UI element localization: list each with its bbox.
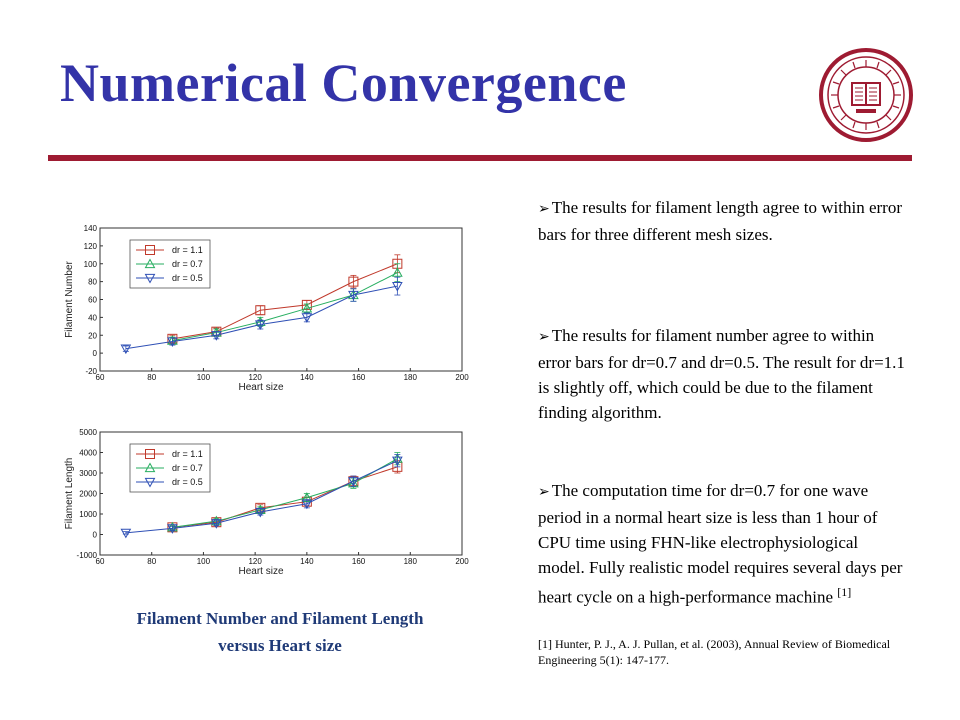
y-tick-label: 20 [88, 331, 97, 340]
y-tick-label: 3000 [79, 469, 97, 478]
legend-marker [144, 258, 156, 269]
y-tick-label: 4000 [79, 449, 97, 458]
x-tick-label: 160 [352, 373, 366, 382]
x-axis-label: Heart size [238, 382, 283, 393]
caption-line-2: versus Heart size [218, 636, 342, 655]
data-point [167, 521, 178, 532]
x-tick-label: 160 [352, 557, 366, 566]
slide-title: Numerical Convergence [60, 53, 627, 113]
title-divider [48, 155, 912, 161]
y-tick-label: 0 [93, 531, 98, 540]
x-tick-label: 120 [248, 557, 262, 566]
arrow-bullet-icon: ➢ [538, 485, 550, 500]
x-tick-label: 60 [96, 557, 105, 566]
x-tick-label: 100 [197, 557, 211, 566]
legend-marker [145, 245, 155, 255]
data-point [254, 507, 266, 518]
y-tick-label: 40 [88, 313, 97, 322]
data-point [254, 320, 266, 331]
legend-label: dr = 0.5 [172, 273, 203, 283]
arrow-bullet-icon: ➢ [538, 330, 550, 345]
arrow-bullet-icon: ➢ [538, 202, 550, 217]
data-point [255, 305, 266, 316]
legend-label: dr = 0.7 [172, 463, 203, 473]
bullet-text: The results for filament number agree to… [538, 326, 905, 422]
indiana-university-seal-icon [819, 48, 913, 142]
legend-label: dr = 1.1 [172, 449, 203, 459]
legend-label: dr = 0.7 [172, 259, 203, 269]
x-tick-label: 80 [147, 373, 156, 382]
data-point [348, 477, 359, 487]
reference-citation: [1] Hunter, P. J., A. J. Pullan, et al. … [538, 637, 891, 667]
y-tick-label: 80 [88, 278, 97, 287]
filament-number-chart: 60 80 100 120 140 160 180 200 -20 0 20 40 60 80 100 120… [64, 224, 469, 393]
bullet-item: ➢ The computation time for dr=0.7 for one… [538, 478, 908, 610]
x-tick-label: 80 [147, 557, 156, 566]
y-tick-label: 2000 [79, 490, 97, 499]
y-tick-label: 1000 [79, 510, 97, 519]
x-tick-label: 140 [300, 373, 314, 382]
data-point [348, 290, 359, 301]
bullet-text: The results for filament length agree to… [538, 198, 903, 244]
y-tick-label: -1000 [77, 551, 98, 560]
y-axis-label: Filament Number [64, 260, 75, 337]
y-tick-label: 100 [84, 260, 98, 269]
series-line [172, 458, 398, 528]
y-tick-label: 5000 [79, 428, 97, 437]
y-tick-label: 0 [93, 349, 98, 358]
data-point [392, 281, 403, 292]
data-point [120, 344, 132, 355]
bullet-item: ➢ The results for filament number agree t… [538, 323, 908, 425]
x-tick-label: 200 [455, 373, 469, 382]
data-point [120, 528, 132, 539]
data-point [301, 499, 313, 510]
x-tick-label: 120 [248, 373, 262, 382]
x-axis-label: Heart size [238, 566, 283, 577]
legend-label: dr = 0.5 [172, 477, 203, 487]
data-point [211, 331, 222, 341]
figure-caption: Filament Number and Filament Length vers… [95, 605, 465, 659]
series-line [172, 272, 398, 342]
data-point [167, 337, 178, 348]
citation-superscript: [1] [837, 585, 852, 599]
legend-marker [144, 273, 156, 284]
caption-line-1: Filament Number and Filament Length [136, 609, 424, 628]
y-tick-label: 140 [84, 224, 98, 233]
x-tick-label: 140 [300, 557, 314, 566]
legend-marker [144, 477, 156, 488]
series-line [172, 263, 398, 340]
filament-length-chart: 60 80 100 120 140 160 180 200 -1000 0 1000 2000 3000… [64, 428, 469, 577]
x-tick-label: 180 [404, 557, 418, 566]
data-point [167, 524, 178, 534]
y-axis-label: Filament Length [64, 458, 75, 530]
bullet-item: ➢ The results for filament length agree t… [538, 195, 908, 247]
x-tick-label: 60 [96, 373, 105, 382]
data-point [301, 313, 313, 323]
bullet-text: The computation time for dr=0.7 for one … [538, 481, 903, 607]
x-tick-label: 180 [404, 373, 418, 382]
x-tick-label: 100 [197, 373, 211, 382]
legend-marker [145, 449, 155, 459]
data-point [348, 276, 359, 287]
data-point [392, 267, 403, 277]
legend-label: dr = 1.1 [172, 245, 203, 255]
data-point [301, 302, 313, 313]
data-point [211, 519, 222, 529]
legend-marker [144, 462, 156, 473]
x-tick-label: 200 [455, 557, 469, 566]
data-point [392, 456, 403, 467]
y-tick-label: -20 [85, 367, 97, 376]
y-tick-label: 60 [88, 296, 97, 305]
y-tick-label: 120 [84, 242, 98, 251]
